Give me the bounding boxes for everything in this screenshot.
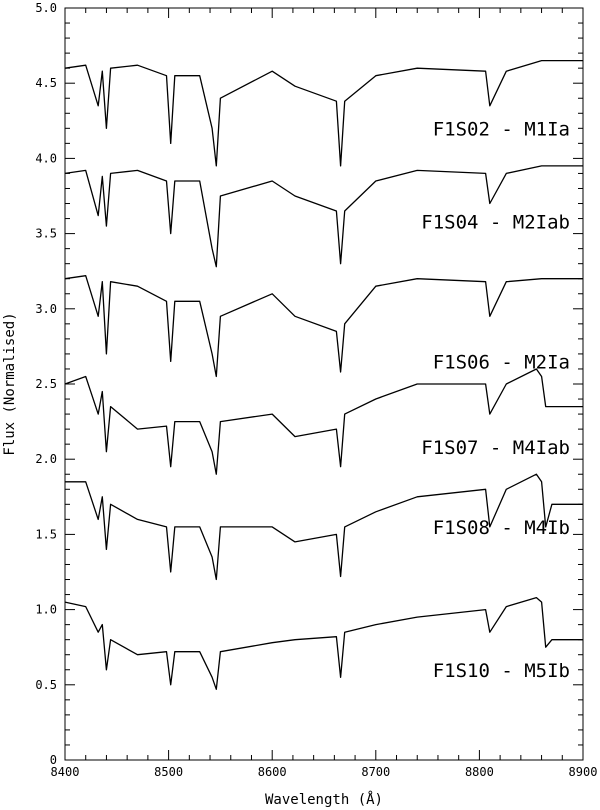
y-tick-label: 1.0 [35, 603, 57, 617]
y-tick-label: 1.5 [35, 527, 57, 541]
x-tick-label: 8600 [258, 765, 287, 779]
spectra-series [64, 59, 583, 690]
x-tick-label: 8500 [154, 765, 183, 779]
spectrum-label-6: F1S10 - M5Ib [433, 660, 570, 682]
x-tick-label: 8700 [361, 765, 390, 779]
axis-tick-labels: 8400 8500 8600 8700 8800 8900 0 0.5 1.0 1.5 2.0 2.5… [35, 1, 597, 779]
y-tick-label: 3.5 [35, 227, 57, 241]
y-tick-label: 5.0 [35, 1, 57, 15]
y-tick-label: 0 [50, 753, 57, 767]
y-tick-label: 2.5 [35, 377, 57, 391]
spectrum-line-1 [64, 59, 583, 167]
spectrum-line-3 [64, 275, 583, 378]
x-axis-label: Wavelength (Å) [265, 791, 383, 808]
spectrum-label-1: F1S02 - M1Ia [433, 118, 570, 140]
spectrum-label-2: F1S04 - M2Iab [421, 212, 570, 234]
y-tick-label: 2.0 [35, 452, 57, 466]
spectra-labels: F1S02 - M1Ia F1S04 - M2Iab F1S06 - M2Ia F1S… [421, 118, 570, 681]
spectrum-line-5 [65, 473, 583, 581]
spectrum-line-2 [64, 165, 583, 268]
spectrum-label-5: F1S08 - M4Ib [433, 517, 570, 539]
y-tick-label: 4.0 [35, 151, 57, 165]
y-axis-label: Flux (Normalised) [2, 312, 18, 455]
y-tick-label: 0.5 [35, 678, 57, 692]
x-tick-label: 8400 [51, 765, 80, 779]
spectrum-label-4: F1S07 - M4Iab [421, 437, 570, 459]
spectrum-line-4 [64, 368, 583, 475]
spectrum-label-3: F1S06 - M2Ia [433, 351, 570, 373]
y-tick-label: 3.0 [35, 302, 57, 316]
y-tick-label: 4.5 [35, 76, 57, 90]
spectrum-line-6 [64, 596, 583, 690]
x-tick-label: 8800 [465, 765, 494, 779]
x-tick-label: 8900 [569, 765, 598, 779]
